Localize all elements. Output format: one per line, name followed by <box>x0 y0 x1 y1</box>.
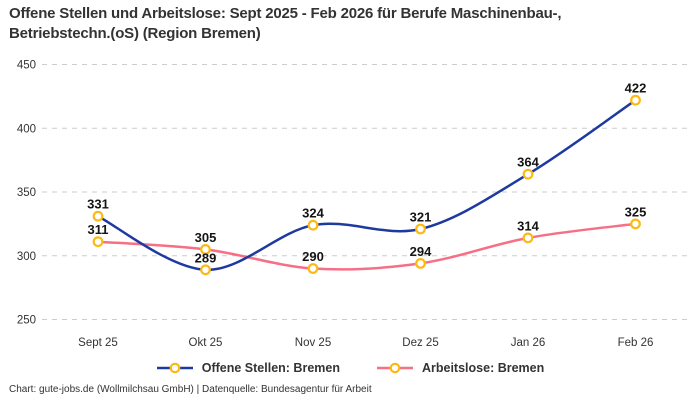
legend-item-offene-stellen[interactable]: Offene Stellen: Bremen <box>156 361 340 375</box>
legend-label-arbeitslose: Arbeitslose: Bremen <box>421 361 545 375</box>
data-point-label: 290 <box>302 249 324 264</box>
data-point-marker-offene-stellen-bremen[interactable] <box>92 210 104 222</box>
x-tick-label: Feb 26 <box>618 337 654 349</box>
x-tick-label: Dez 25 <box>402 337 438 349</box>
data-point-marker-arbeitslose-bremen[interactable] <box>307 263 319 274</box>
data-point-label: 289 <box>195 250 217 265</box>
legend-item-arbeitslose[interactable]: Arbeitslose: Bremen <box>376 361 544 375</box>
x-tick-label: Sept 25 <box>78 337 118 349</box>
line-chart-plot-area: 250 300 350 400 450 Sept 25 Okt 25 Nov 25 Dez 25… <box>17 60 690 349</box>
data-point-marker-offene-stellen-bremen[interactable] <box>200 264 211 276</box>
data-point-marker-arbeitslose-bremen[interactable] <box>92 236 104 248</box>
data-point-label: 321 <box>410 210 432 225</box>
data-point-marker-offene-stellen-bremen[interactable] <box>522 168 534 180</box>
data-point-label: 314 <box>517 218 539 233</box>
data-point-marker-arbeitslose-bremen[interactable] <box>630 218 641 230</box>
data-point-label: 422 <box>625 81 647 96</box>
x-tick-label: Jan 26 <box>511 337 546 349</box>
data-point-marker-offene-stellen-bremen[interactable] <box>415 223 426 235</box>
data-point-marker-arbeitslose-bremen[interactable] <box>415 258 426 269</box>
data-point-marker-arbeitslose-bremen[interactable] <box>200 243 211 255</box>
source-attribution: Chart: gute-jobs.de (Wollmilchsau GmbH) … <box>9 384 372 395</box>
legend: Offene Stellen: Bremen Arbeitslose: Brem… <box>0 357 700 379</box>
y-tick-label: 250 <box>17 315 36 327</box>
legend-swatch-line-icon <box>156 362 193 374</box>
y-tick-label: 350 <box>17 187 36 199</box>
x-tick-label: Okt 25 <box>189 337 223 349</box>
series-line-offene-stellen-bremen <box>96 98 637 272</box>
data-point-label: 311 <box>88 222 109 237</box>
data-point-label: 324 <box>302 206 324 221</box>
series-line-arbeitslose-bremen <box>96 222 637 271</box>
data-point-marker-offene-stellen-bremen[interactable] <box>630 94 641 106</box>
data-point-label: 305 <box>195 230 217 245</box>
data-point-label: 331 <box>87 197 109 212</box>
data-point-label: 294 <box>410 244 432 259</box>
y-tick-label: 450 <box>17 60 36 72</box>
legend-label-offene-stellen: Offene Stellen: Bremen <box>201 361 340 375</box>
chart-title: Offene Stellen und Arbeitslose: Sept 202… <box>9 5 562 42</box>
x-tick-label: Nov 25 <box>295 337 331 349</box>
data-point-marker-arbeitslose-bremen[interactable] <box>522 232 534 244</box>
data-point-label: 325 <box>625 204 647 219</box>
data-point-label: 364 <box>517 155 539 170</box>
y-tick-label: 300 <box>17 251 36 263</box>
legend-swatch-line-icon <box>376 362 413 374</box>
data-point-marker-offene-stellen-bremen[interactable] <box>307 219 319 231</box>
y-tick-label: 400 <box>17 123 36 135</box>
